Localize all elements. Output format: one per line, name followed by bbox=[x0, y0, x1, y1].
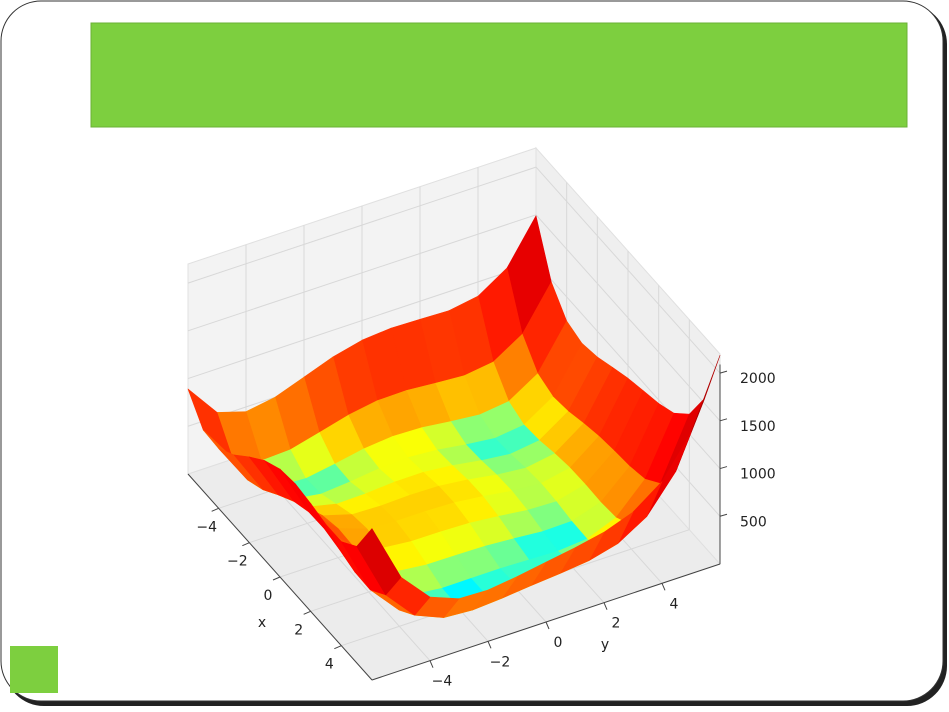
grid-line bbox=[187, 166, 537, 284]
y-tick-label: −2 bbox=[490, 654, 511, 670]
z-tick bbox=[719, 513, 728, 517]
z-tick-label: 2000 bbox=[740, 371, 776, 387]
x-tick-label: 2 bbox=[294, 622, 303, 638]
grid-line bbox=[535, 166, 721, 374]
y-tick-label: 4 bbox=[670, 596, 679, 612]
grid-line bbox=[187, 214, 537, 332]
y-tick bbox=[487, 641, 492, 649]
z-tick-label: 1500 bbox=[740, 419, 776, 435]
surface-plot: −4 −2 0 2 4 −4 −2 0 2 4 500 1000 1500 2000 x y bbox=[187, 146, 776, 690]
x-tick bbox=[211, 507, 219, 512]
z-tick bbox=[719, 466, 728, 470]
z-tick-label: 1000 bbox=[740, 467, 776, 483]
x-tick bbox=[242, 542, 250, 547]
x-tick bbox=[303, 610, 311, 615]
y-tick bbox=[661, 583, 666, 591]
x-tick-label: −2 bbox=[227, 554, 248, 570]
y-tick-label: −4 bbox=[432, 674, 453, 690]
grid-line bbox=[187, 262, 537, 380]
grid-line bbox=[535, 214, 721, 422]
surface-patch bbox=[356, 528, 402, 596]
y-tick bbox=[429, 660, 434, 668]
corner-square bbox=[10, 646, 58, 693]
x-axis-label: x bbox=[258, 615, 266, 631]
y-tick-label: 0 bbox=[554, 635, 563, 651]
x-tick-label: 0 bbox=[264, 588, 273, 604]
y-tick bbox=[603, 602, 608, 610]
z-tick-label: 500 bbox=[740, 514, 767, 530]
x-tick bbox=[272, 576, 281, 581]
y-tick bbox=[545, 621, 550, 630]
y-tick-label: 2 bbox=[612, 616, 621, 632]
z-tick bbox=[719, 370, 728, 374]
z-tick bbox=[719, 418, 728, 422]
x-tick-label: 4 bbox=[325, 657, 334, 673]
header-band bbox=[90, 22, 908, 128]
x-tick-label: −4 bbox=[196, 519, 217, 535]
y-axis-label: y bbox=[601, 637, 609, 653]
x-tick bbox=[334, 645, 342, 650]
